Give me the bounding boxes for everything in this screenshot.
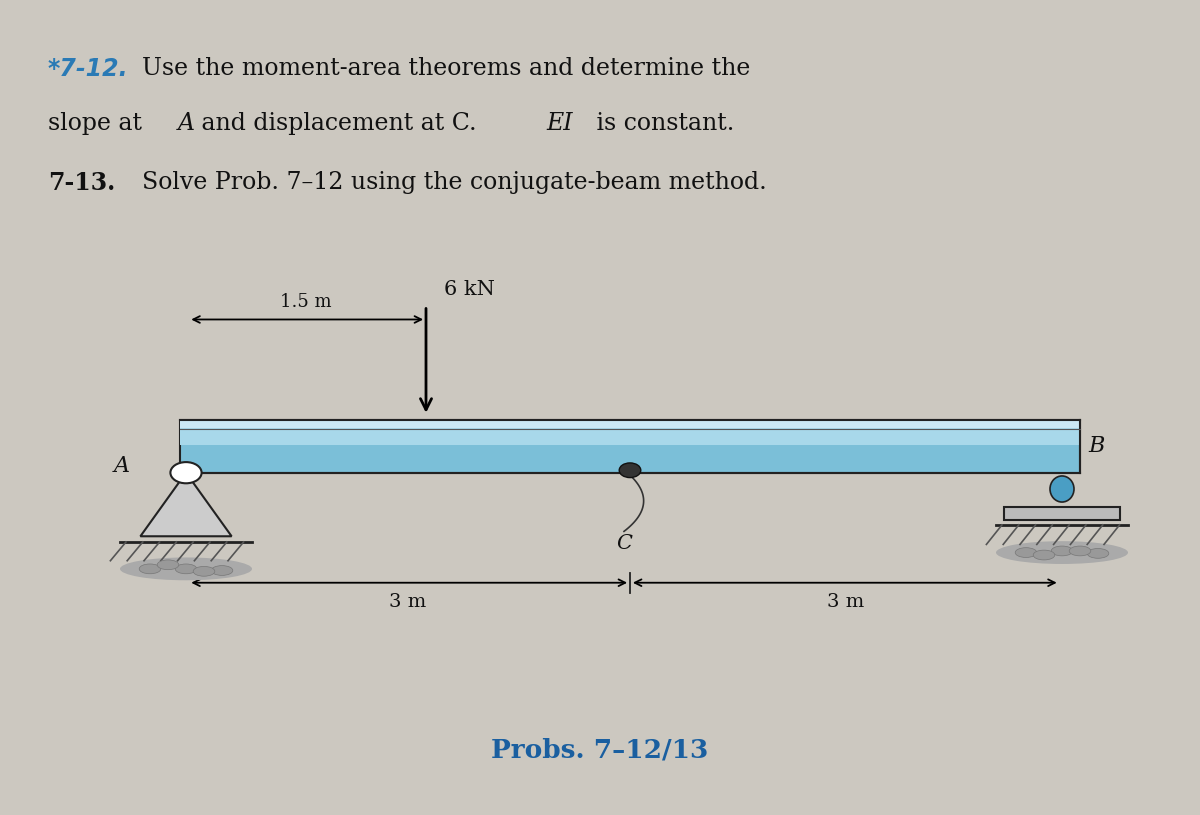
Ellipse shape xyxy=(1087,548,1109,558)
Text: B: B xyxy=(1088,435,1105,457)
Text: EI: EI xyxy=(546,112,572,135)
Text: Use the moment-area theorems and determine the: Use the moment-area theorems and determi… xyxy=(142,57,750,80)
Circle shape xyxy=(170,462,202,483)
Text: is constant.: is constant. xyxy=(589,112,734,135)
Ellipse shape xyxy=(1050,476,1074,502)
Ellipse shape xyxy=(1015,548,1037,557)
Ellipse shape xyxy=(996,541,1128,564)
Text: 3 m: 3 m xyxy=(827,593,865,610)
Ellipse shape xyxy=(120,557,252,580)
Ellipse shape xyxy=(1051,546,1073,556)
Circle shape xyxy=(619,463,641,478)
Text: Probs. 7–12/13: Probs. 7–12/13 xyxy=(491,737,709,762)
Ellipse shape xyxy=(175,564,197,574)
Text: 3 m: 3 m xyxy=(389,593,427,610)
Text: A: A xyxy=(178,112,194,135)
Polygon shape xyxy=(140,473,232,536)
Ellipse shape xyxy=(211,566,233,575)
Ellipse shape xyxy=(157,560,179,570)
Text: C: C xyxy=(616,534,632,553)
Text: 7-13.: 7-13. xyxy=(48,171,115,195)
Text: 1.5 m: 1.5 m xyxy=(280,293,332,311)
Text: Solve Prob. 7–12 using the conjugate-beam method.: Solve Prob. 7–12 using the conjugate-bea… xyxy=(142,171,767,194)
Text: slope at: slope at xyxy=(48,112,150,135)
Text: and displacement at C.: and displacement at C. xyxy=(194,112,485,135)
Text: *7-12.: *7-12. xyxy=(48,57,128,81)
Text: 6 kN: 6 kN xyxy=(444,280,494,299)
FancyBboxPatch shape xyxy=(180,420,1080,473)
Ellipse shape xyxy=(1069,546,1091,556)
Ellipse shape xyxy=(193,566,215,576)
Ellipse shape xyxy=(1033,550,1055,560)
FancyBboxPatch shape xyxy=(180,421,1080,428)
FancyBboxPatch shape xyxy=(180,420,1080,445)
Ellipse shape xyxy=(139,564,161,574)
FancyBboxPatch shape xyxy=(1004,507,1120,520)
Text: A: A xyxy=(114,456,130,477)
